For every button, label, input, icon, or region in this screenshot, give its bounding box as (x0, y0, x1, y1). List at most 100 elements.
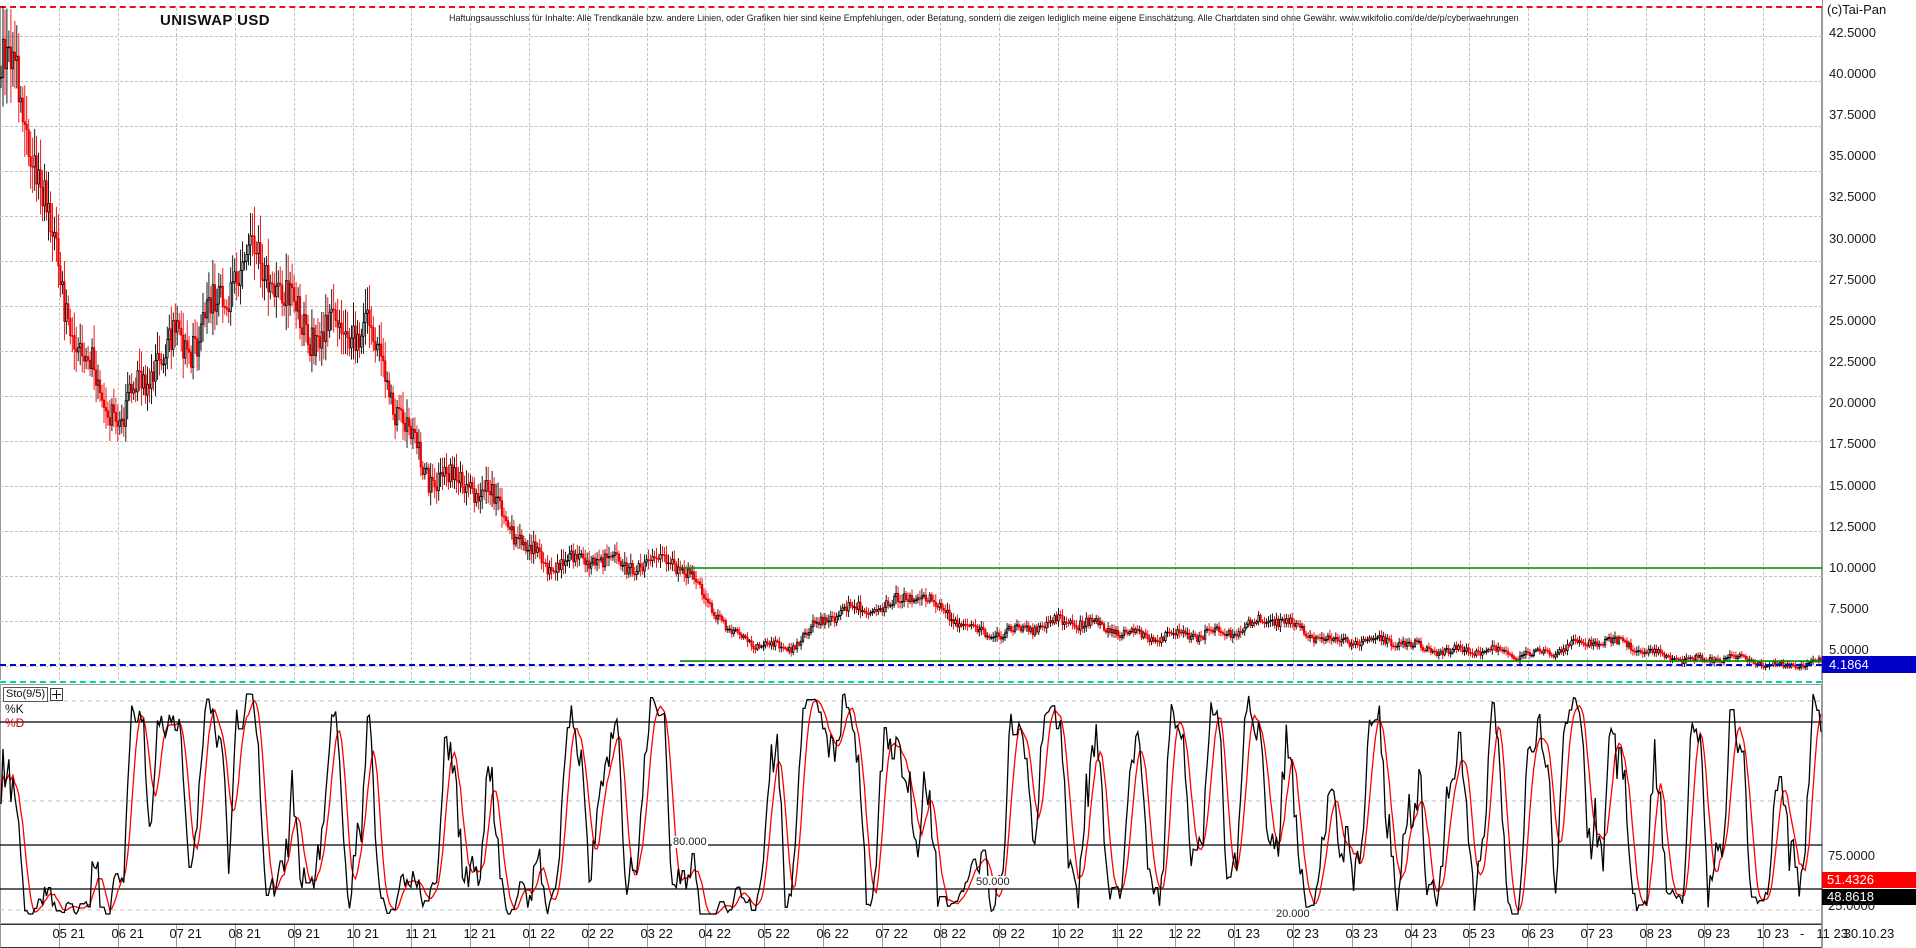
price-axis-tick: 37.5000 (1829, 107, 1876, 123)
gridline-h (0, 126, 1822, 127)
date-axis-separator-tick (823, 925, 824, 947)
date-axis-label: 05 21 (52, 926, 85, 941)
price-axis-tick: 17.5000 (1829, 436, 1876, 452)
date-axis-separator-tick (59, 925, 60, 947)
price-axis-tick: 20.0000 (1829, 395, 1876, 411)
indicator-pane (0, 684, 1822, 924)
date-axis-separator-tick (529, 925, 530, 947)
gridline-v (118, 8, 119, 680)
gridline-v (1234, 8, 1235, 680)
price-pane (0, 8, 1822, 680)
date-axis-separator-tick (764, 925, 765, 947)
gridline-v (1175, 8, 1176, 680)
last-date-label: 30.10.23 (1843, 926, 1895, 941)
indicator-axis-tick-75: 75.0000 (1828, 848, 1875, 863)
date-axis-separator-tick (353, 925, 354, 947)
date-axis-label: 11 23 (1816, 926, 1848, 941)
indicator-d-label: %D (5, 716, 25, 730)
gridline-v (647, 8, 648, 680)
date-axis-label: 09 23 (1697, 926, 1730, 941)
gridline-v (1293, 8, 1294, 680)
date-axis-label: 08 21 (228, 926, 261, 941)
date-axis-label: 06 23 (1521, 926, 1554, 941)
disclaimer-text: Haftungsausschluss für Inhalte: Alle Tre… (449, 13, 1519, 23)
date-axis-separator-tick (940, 925, 941, 947)
price-axis-tick: 40.0000 (1829, 65, 1876, 81)
gridline-h (0, 351, 1822, 352)
date-axis-label: 05 23 (1462, 926, 1495, 941)
price-axis-tick: 5.0000 (1829, 642, 1869, 658)
gridline-h (0, 576, 1822, 577)
price-axis-tick: 27.5000 (1829, 271, 1876, 287)
date-axis-separator-tick (1646, 925, 1647, 947)
gridline-h (0, 621, 1822, 622)
date-axis-label: 04 23 (1404, 926, 1437, 941)
lower-band-line (0, 681, 1822, 683)
date-axis-label: 06 22 (816, 926, 849, 941)
indicator-axis: 75.0000 25.0000 (1822, 840, 1916, 913)
gridline-v (411, 8, 412, 680)
date-axis-separator-tick (1175, 925, 1176, 947)
gridline-h (0, 441, 1822, 442)
gridline-v (1117, 8, 1118, 680)
date-axis-separator: - (1800, 926, 1805, 941)
date-axis-label: 11 21 (405, 926, 437, 941)
gridline-h (0, 216, 1822, 217)
gridline-v (764, 8, 765, 680)
expand-icon[interactable] (50, 688, 64, 701)
date-axis-label: 02 22 (581, 926, 614, 941)
date-axis-separator-tick (1352, 925, 1353, 947)
gridline-h (0, 486, 1822, 487)
price-axis-tick: 30.0000 (1829, 230, 1876, 246)
date-axis-label: 01 22 (522, 926, 555, 941)
date-axis-label: 07 21 (169, 926, 202, 941)
indicator-level-50: 50.000 (975, 876, 1011, 888)
gridline-h (0, 306, 1822, 307)
price-axis: (c)Tai-Pan 42.5000 40.0000 37.5000 35.0000 3… (1822, 0, 1916, 948)
gridline-v (705, 8, 706, 680)
gridline-v (1587, 8, 1588, 680)
gridline-h (0, 171, 1822, 172)
price-axis-tick: 7.5000 (1829, 601, 1869, 617)
gridline-h (0, 666, 1822, 667)
price-axis-tick: 35.0000 (1829, 148, 1876, 164)
last-price-line (0, 663, 1822, 666)
date-axis-label: 10 23 (1756, 926, 1789, 941)
date-axis-separator-tick (1058, 925, 1059, 947)
date-axis-label: 09 22 (992, 926, 1025, 941)
gridline-v (529, 8, 530, 680)
date-axis-separator-tick (176, 925, 177, 947)
date-axis-label: 09 21 (287, 926, 320, 941)
date-axis-label: 08 22 (933, 926, 966, 941)
gridline-v (1469, 8, 1470, 680)
stochastic-k-value-flag: 48.8618 (1822, 889, 1916, 905)
date-axis-separator-tick (882, 925, 883, 947)
date-axis-label: 03 22 (640, 926, 673, 941)
date-axis-label: 02 23 (1286, 926, 1319, 941)
copyright-label: (c)Tai-Pan (1827, 2, 1887, 17)
indicator-axis-tick-25: 25.0000 (1828, 898, 1875, 913)
gridline-v (1411, 8, 1412, 680)
date-axis-label: 07 23 (1580, 926, 1613, 941)
date-axis-separator-tick (588, 925, 589, 947)
gridline-h (0, 81, 1822, 82)
date-axis-label: 06 21 (111, 926, 144, 941)
date-axis-label: 12 21 (463, 926, 496, 941)
date-axis-separator-tick (1469, 925, 1470, 947)
indicator-header[interactable]: Sto(9/5) (3, 687, 64, 702)
date-axis-separator-tick (1704, 925, 1705, 947)
date-axis-separator-tick (1528, 925, 1529, 947)
date-axis-label: 08 23 (1639, 926, 1672, 941)
indicator-k-label: %K (5, 702, 24, 716)
date-axis-separator-tick (1763, 925, 1764, 947)
date-axis-label: 11 22 (1111, 926, 1143, 941)
date-axis-separator-tick (1234, 925, 1235, 947)
indicator-name-label: Sto(9/5) (3, 687, 49, 702)
gridline-v (1704, 8, 1705, 680)
date-axis-separator-tick (1293, 925, 1294, 947)
date-axis-label: 12 22 (1168, 926, 1201, 941)
date-axis-separator-tick (705, 925, 706, 947)
gridline-v (1352, 8, 1353, 680)
gridline-h (0, 531, 1822, 532)
